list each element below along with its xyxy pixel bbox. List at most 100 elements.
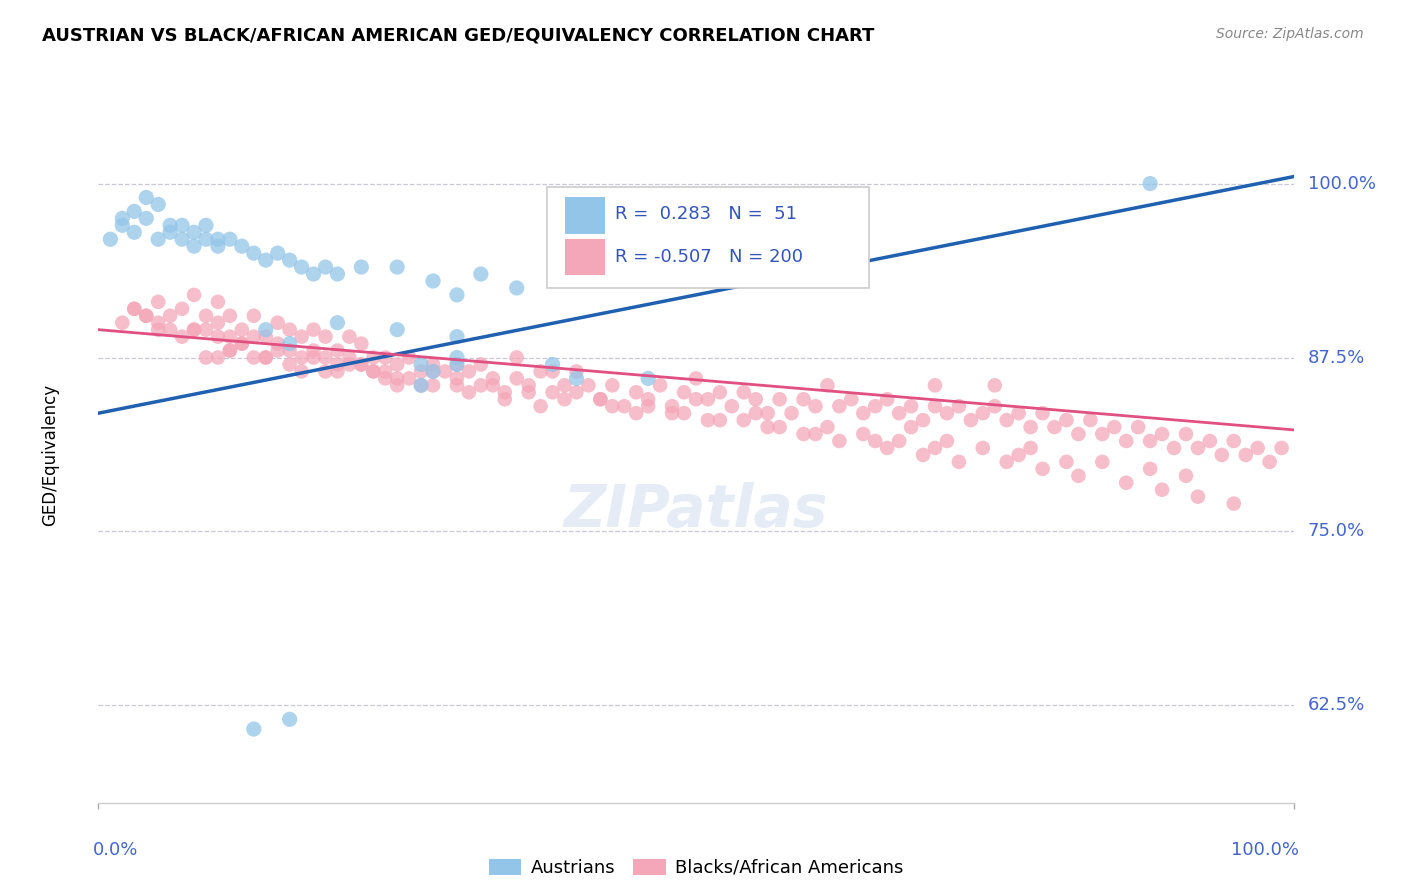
Point [385,371,409,385]
Point [148,316,170,330]
Point [506,371,529,385]
Point [733,413,755,427]
Text: 75.0%: 75.0% [1308,523,1365,541]
Point [315,260,337,274]
Point [207,294,229,309]
Point [326,358,349,372]
Point [506,351,529,365]
Point [1019,441,1042,455]
Point [828,434,851,448]
Point [374,364,396,378]
Point [278,253,301,268]
Point [243,329,266,343]
Point [194,219,217,233]
Point [576,378,599,392]
Point [1150,483,1173,497]
Point [446,358,468,372]
Point [337,351,360,365]
Point [1187,490,1209,504]
Point [911,413,934,427]
Point [350,260,373,274]
Point [541,364,564,378]
Point [148,197,170,211]
Point [243,246,266,260]
Point [219,232,242,246]
Point [254,351,277,365]
Point [565,364,588,378]
Point [148,232,170,246]
Point [422,364,444,378]
Point [326,364,349,378]
Point [1080,413,1102,427]
Point [1128,420,1150,434]
Point [745,406,768,420]
Point [470,358,492,372]
Point [589,392,612,407]
Point [219,343,242,358]
Point [446,378,468,392]
Point [326,316,349,330]
Point [924,399,946,413]
Point [267,336,290,351]
Point [183,288,205,302]
Point [278,358,301,372]
Point [685,371,707,385]
Point [219,329,242,343]
Point [350,336,373,351]
Point [889,406,911,420]
Point [756,420,779,434]
Point [302,323,325,337]
Point [1187,441,1209,455]
Point [1091,427,1114,442]
Point [721,399,744,413]
Point [935,434,957,448]
Point [411,378,433,392]
Point [815,420,838,434]
Point [278,336,301,351]
Point [411,378,433,392]
Text: ZIPatlas: ZIPatlas [564,482,828,539]
Point [172,219,194,233]
Text: AUSTRIAN VS BLACK/AFRICAN AMERICAN GED/EQUIVALENCY CORRELATION CHART: AUSTRIAN VS BLACK/AFRICAN AMERICAN GED/E… [42,27,875,45]
Point [219,343,242,358]
Point [745,392,768,407]
Point [1032,406,1054,420]
Point [267,246,290,260]
Point [697,413,720,427]
Point [541,358,564,372]
Point [1139,177,1161,191]
Text: 100.0%: 100.0% [1232,841,1299,859]
Point [411,364,433,378]
Point [148,294,170,309]
Point [972,441,994,455]
Point [1139,434,1161,448]
Point [207,239,229,253]
Point [637,371,659,385]
Point [1115,475,1137,490]
Point [398,371,420,385]
Point [315,364,337,378]
Point [433,364,456,378]
Point [1019,420,1042,434]
Point [385,323,409,337]
Point [446,358,468,372]
Point [815,378,838,392]
Point [337,358,360,372]
Point [411,358,433,372]
Point [900,399,922,413]
Point [948,399,970,413]
Legend: Austrians, Blacks/African Americans: Austrians, Blacks/African Americans [482,852,910,884]
Point [290,364,312,378]
Point [839,392,862,407]
Text: 87.5%: 87.5% [1308,349,1365,367]
Point [673,385,696,400]
Point [219,309,242,323]
Point [267,316,290,330]
Point [446,351,468,365]
Point [374,371,396,385]
Point [661,399,683,413]
Point [385,378,409,392]
Point [363,364,385,378]
Point [494,392,516,407]
Point [243,722,266,736]
